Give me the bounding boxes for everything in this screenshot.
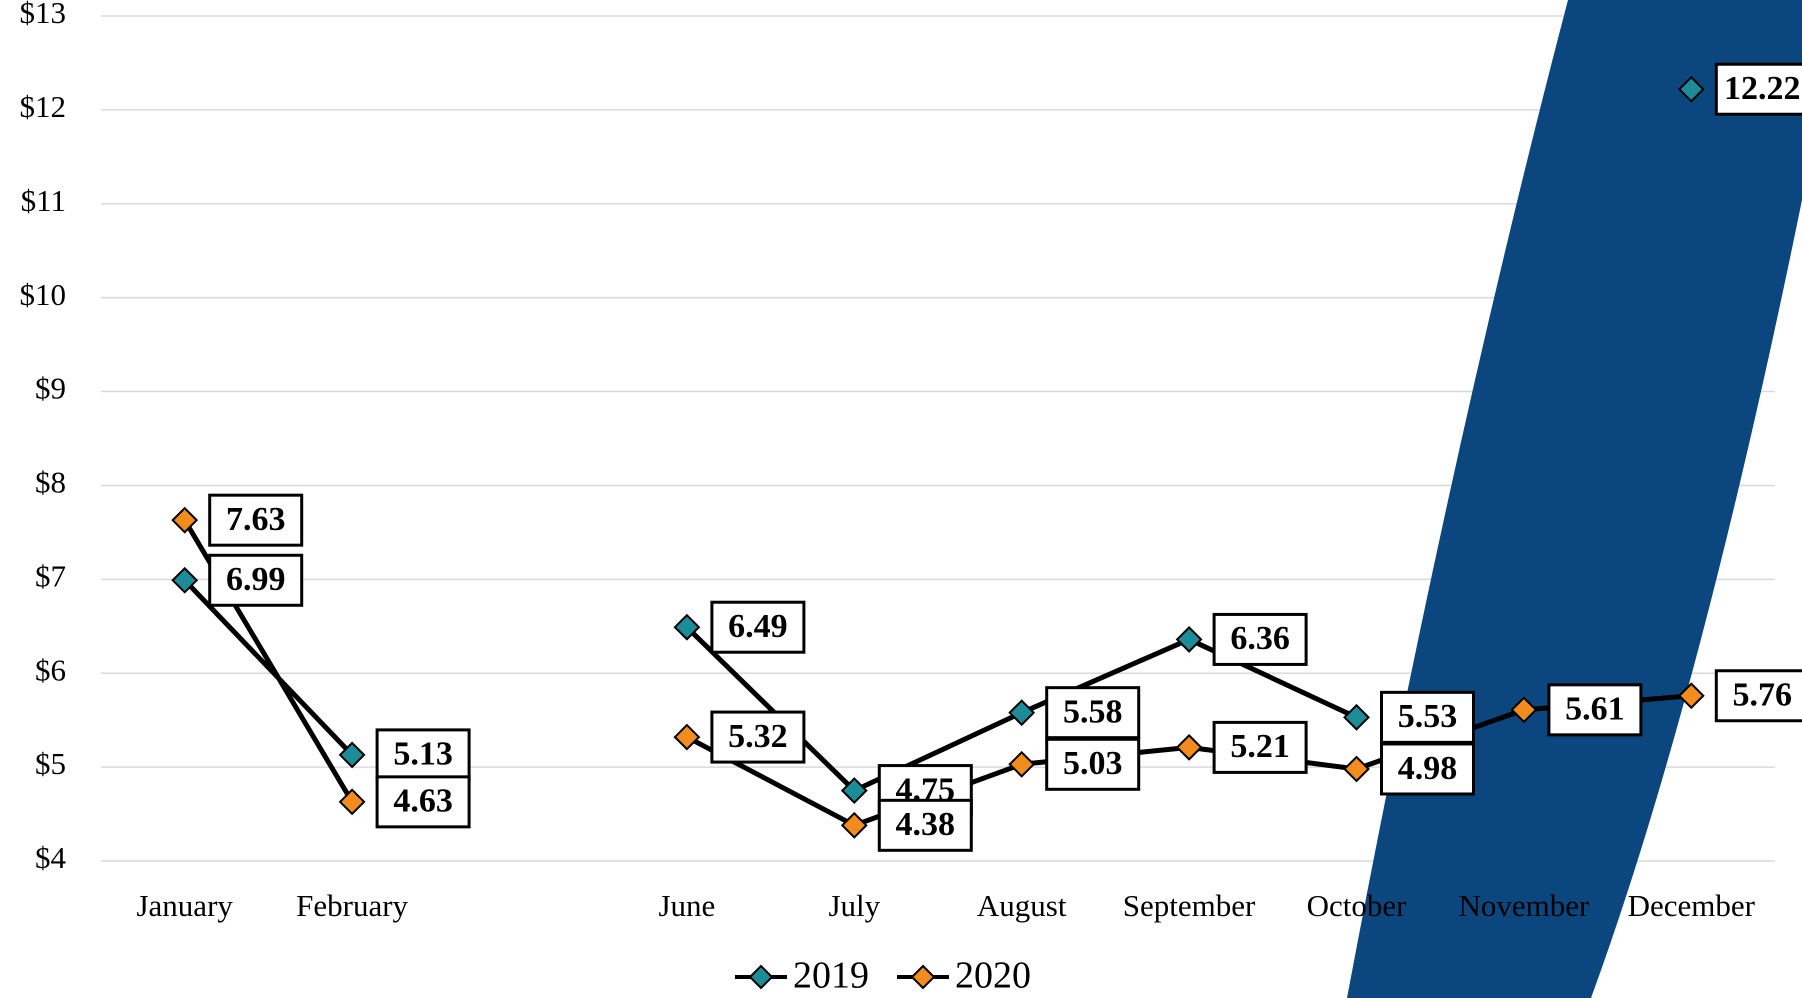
value-label: 6.36	[1230, 620, 1290, 657]
point-marker	[1343, 755, 1370, 783]
point-marker	[1343, 703, 1370, 731]
value-label-box	[1380, 742, 1475, 796]
point-marker	[673, 613, 701, 641]
value-label-box	[1045, 737, 1141, 791]
value-label: 5.13	[393, 736, 453, 773]
y-tick-label: $6	[35, 652, 66, 687]
y-tick-label: $12	[20, 89, 67, 124]
value-label: 5.58	[1063, 693, 1123, 730]
value-label-box	[1045, 686, 1141, 740]
y-tick-label: $9	[35, 371, 66, 406]
x-tick-label: June	[658, 888, 715, 923]
value-label: 6.99	[226, 561, 286, 598]
value-label-box	[710, 600, 806, 654]
value-label: 5.03	[1063, 745, 1123, 782]
x-tick-label: September	[1123, 888, 1256, 923]
point-marker	[171, 506, 199, 534]
value-label-box	[877, 798, 973, 852]
y-tick-label: $8	[35, 465, 66, 500]
y-tick-label: $10	[20, 277, 67, 312]
value-label: 5.61	[1565, 691, 1625, 728]
point-marker	[338, 741, 366, 769]
value-label: 4.98	[1398, 750, 1458, 787]
point-marker	[1677, 75, 1705, 103]
legend-marker	[748, 964, 774, 990]
value-label-box	[710, 710, 806, 764]
y-tick-label: $5	[35, 746, 66, 781]
value-label-box	[208, 493, 304, 547]
point-marker	[1677, 682, 1705, 710]
value-label-box	[1212, 612, 1308, 666]
x-tick-label: December	[1628, 888, 1756, 923]
plot: $4 $5 $6 $7 $8 $9 $10 $11 $12 $13 January February J…	[20, 0, 1802, 997]
value-label-box	[208, 553, 304, 607]
legend-label: 2019	[793, 955, 869, 997]
value-label: 5.76	[1733, 677, 1793, 714]
x-tick-label: August	[977, 888, 1067, 923]
y-tick-label: $7	[35, 558, 66, 593]
point-marker	[840, 777, 868, 804]
value-label-box	[1714, 669, 1802, 723]
value-label: 5.21	[1230, 728, 1290, 765]
y-tick-label: $13	[20, 0, 67, 30]
value-label-box	[375, 775, 471, 829]
point-marker	[1008, 699, 1036, 727]
value-label: 5.32	[728, 718, 788, 755]
point-marker	[673, 723, 701, 751]
point-marker	[1175, 626, 1203, 653]
y-tick-label: $4	[35, 840, 67, 875]
x-tick-label: January	[136, 888, 233, 923]
x-tick-label: July	[828, 888, 880, 923]
legend-marker	[910, 964, 936, 990]
decorative-band	[1347, 0, 1802, 998]
value-label-box	[1380, 690, 1475, 744]
point-marker	[338, 788, 366, 816]
x-tick-label: October	[1307, 888, 1408, 923]
point-marker	[840, 811, 868, 839]
value-label: 4.63	[393, 783, 453, 820]
x-tick-label: February	[296, 888, 408, 923]
value-label: 4.38	[896, 806, 956, 843]
value-label-box	[1714, 62, 1802, 116]
point-marker	[1175, 733, 1203, 761]
point-marker	[1008, 750, 1036, 778]
x-tick-label: November	[1458, 888, 1590, 923]
value-label: 7.63	[226, 501, 286, 538]
value-label: 6.49	[728, 608, 788, 645]
value-label-box	[1212, 720, 1308, 774]
value-label: 5.53	[1398, 698, 1458, 735]
y-tick-label: $11	[21, 183, 66, 218]
legend-label: 2020	[955, 955, 1031, 997]
point-marker	[171, 566, 199, 594]
value-label: 12.22	[1724, 70, 1801, 107]
value-label-box	[1547, 683, 1643, 737]
point-marker	[1510, 696, 1538, 724]
